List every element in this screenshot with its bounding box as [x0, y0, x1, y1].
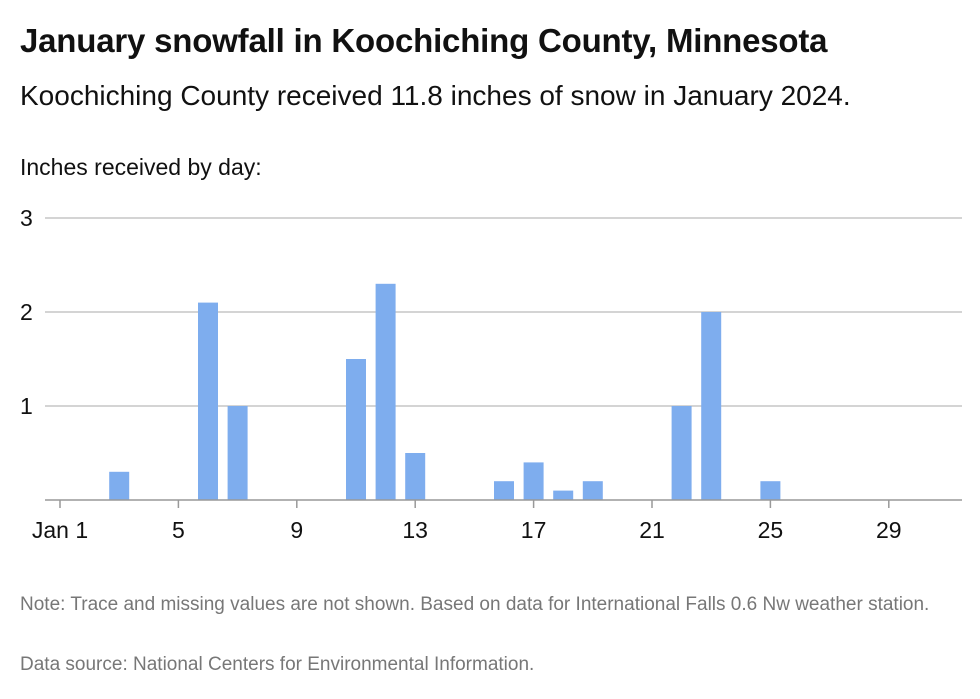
bar-jan-17 — [523, 462, 544, 500]
x-tick-label: 21 — [639, 517, 665, 543]
y-tick-label: 3 — [20, 205, 33, 231]
bar-jan-16 — [494, 481, 514, 500]
x-tick-label: 25 — [758, 517, 784, 543]
chart-subtitle: Koochiching County received 11.8 inches … — [20, 80, 851, 111]
bar-jan-19 — [582, 481, 603, 500]
bar-jan-6 — [198, 302, 218, 500]
bar-jan-7 — [227, 406, 248, 500]
chart-title: January snowfall in Koochiching County, … — [20, 22, 828, 59]
data-source: Data source: National Centers for Enviro… — [20, 654, 535, 675]
y-tick-label: 1 — [20, 393, 33, 419]
bar-jan-18 — [553, 490, 574, 500]
bar-jan-11 — [346, 359, 366, 500]
x-tick-label: Jan 1 — [32, 517, 88, 543]
bars — [109, 283, 781, 500]
chart-note: Note: Trace and missing values are not s… — [20, 594, 930, 615]
snowfall-bar-chart: 1 2 3 Jan 1 5 9 13 17 21 25 29 — [20, 205, 962, 543]
x-tick-label: 17 — [521, 517, 547, 543]
gridlines — [45, 217, 962, 407]
x-tick-label: 13 — [402, 517, 428, 543]
bar-jan-12 — [375, 283, 396, 500]
y-tick-label: 2 — [20, 299, 33, 325]
axes: 1 2 3 Jan 1 5 9 13 17 21 25 29 — [20, 205, 962, 543]
x-tick-label: 5 — [172, 517, 185, 543]
x-tick-label: 9 — [290, 517, 303, 543]
bar-jan-25 — [760, 481, 781, 500]
bar-jan-13 — [405, 453, 426, 500]
x-tick-label: 29 — [876, 517, 902, 543]
bar-jan-3 — [109, 471, 130, 500]
y-axis-caption: Inches received by day: — [20, 154, 262, 180]
bar-jan-22 — [671, 406, 692, 500]
bar-jan-23 — [701, 312, 722, 500]
